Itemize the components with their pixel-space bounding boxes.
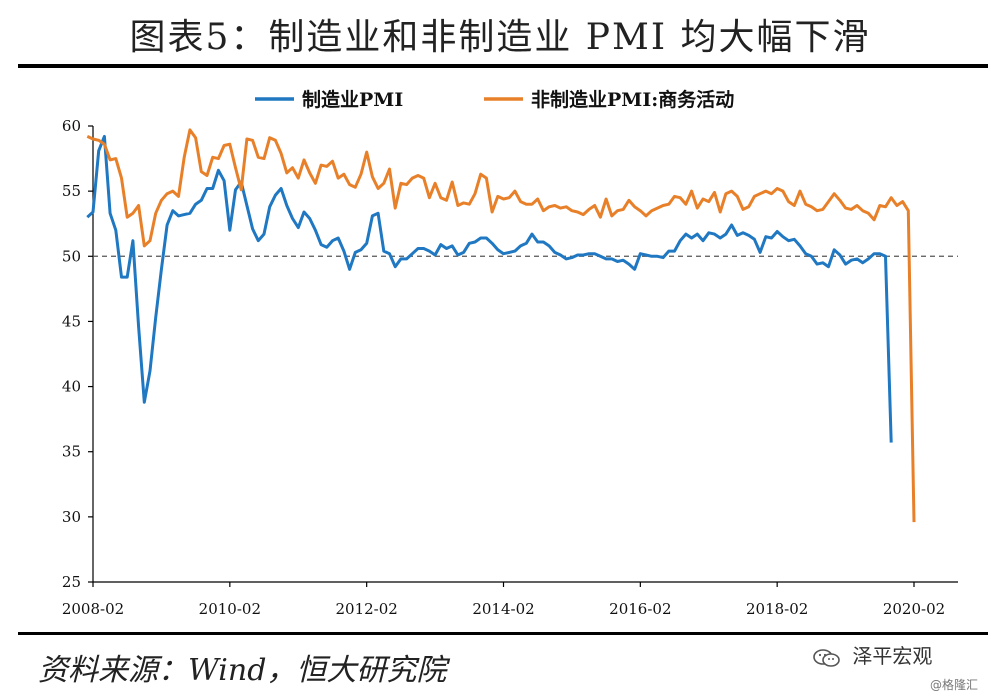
x-tick-label: 2010-02 [199, 600, 261, 618]
y-tick-label: 60 [62, 117, 81, 135]
x-tick-label: 2018-02 [746, 600, 808, 618]
wechat-icon [813, 648, 840, 667]
credit-text: @格隆汇 [930, 678, 979, 692]
y-tick-label: 55 [62, 182, 81, 200]
source-divider [18, 632, 988, 635]
x-tick-label: 2020-02 [883, 600, 945, 618]
y-tick-label: 50 [62, 247, 81, 265]
chart-legend: 制造业PMI 非制造业PMI:商务活动 [255, 88, 734, 111]
watermark-text: 泽平宏观 [852, 644, 933, 668]
source-note: 资料来源：Wind，恒大研究院 [38, 653, 447, 688]
y-ticks: 25 30 35 40 45 50 55 60 [62, 117, 93, 591]
page-title: 图表5：制造业和非制造业 PMI 均大幅下滑 [129, 17, 871, 58]
x-tick-label: 2016-02 [609, 600, 671, 618]
y-tick-label: 35 [62, 443, 81, 461]
x-ticks: 2008-02 2010-02 2012-02 2014-02 2016-02 2018-… [62, 582, 945, 618]
y-tick-label: 25 [62, 573, 81, 591]
x-tick-label: 2014-02 [472, 600, 534, 618]
x-tick-label: 2012-02 [335, 600, 397, 618]
series-line-manufacturing [86, 134, 893, 443]
x-tick-label: 2008-02 [62, 600, 124, 618]
y-tick-label: 45 [62, 312, 81, 330]
y-tick-label: 30 [62, 508, 81, 526]
pmi-line-chart: 制造业PMI 非制造业PMI:商务活动 25 30 35 40 45 50 55 60 200… [62, 88, 958, 618]
legend-label-manufacturing: 制造业PMI [302, 88, 403, 111]
title-divider [18, 64, 988, 68]
y-tick-label: 40 [62, 378, 81, 396]
legend-label-non-manufacturing: 非制造业PMI:商务活动 [531, 88, 734, 111]
series-line-non-manufacturing [86, 128, 916, 523]
series-layer [86, 128, 916, 523]
watermark: 泽平宏观 [812, 640, 932, 669]
